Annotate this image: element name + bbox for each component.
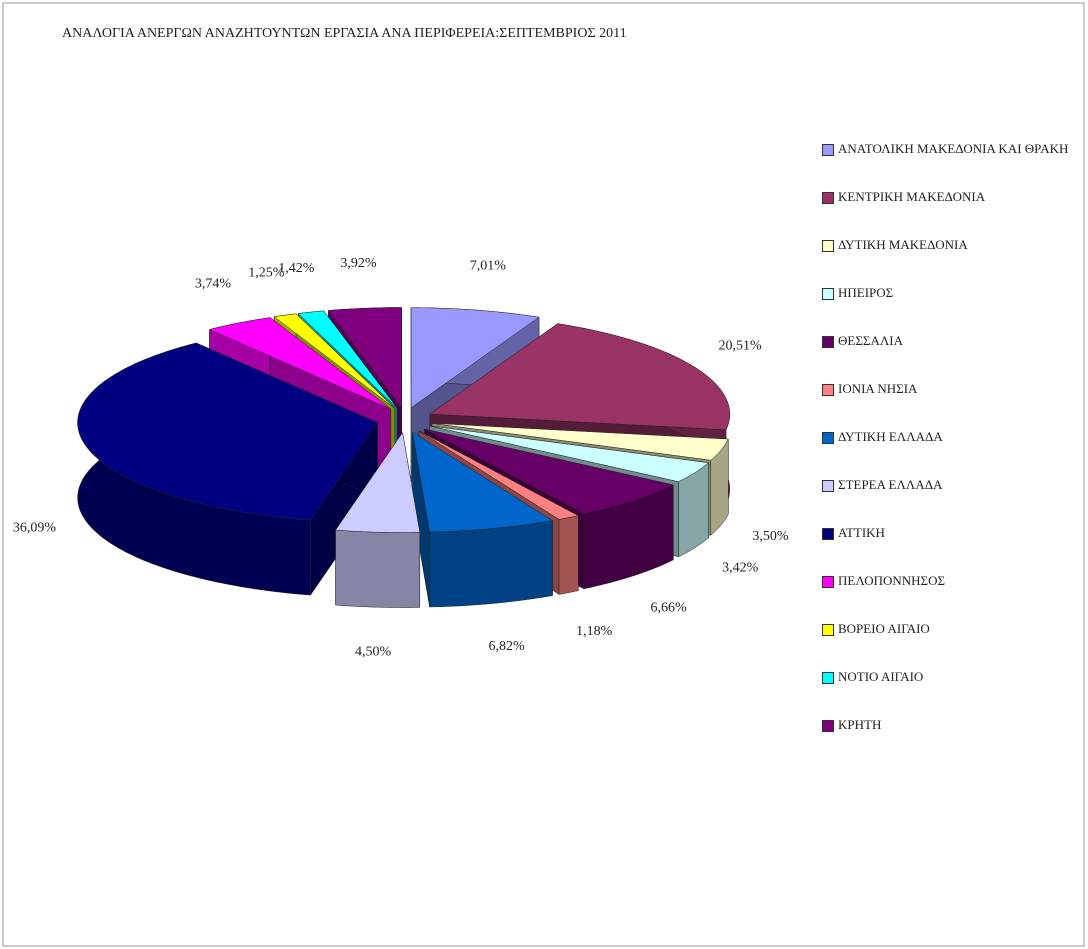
legend-swatch (822, 528, 834, 540)
legend-label: ΗΠΕΙΡΟΣ (838, 285, 894, 300)
legend-item: ΚΡΗΤΗ (822, 716, 1077, 764)
legend-swatch (822, 336, 834, 348)
legend-item: ΣΤΕΡΕΑ ΕΛΛΑΔΑ (822, 476, 1077, 524)
legend-item: ΙΟΝΙΑ ΝΗΣΙΑ (822, 380, 1077, 428)
data-label: 1,42% (278, 261, 315, 276)
slice-wall (558, 515, 579, 595)
data-label: 6,66% (650, 600, 687, 615)
slice (273, 313, 395, 409)
legend-label: ΑΝΑΤΟΛΙΚΗ ΜΑΚΕΔΟΝΙΑ ΚΑΙ ΘΡΑΚΗ (838, 141, 1069, 156)
data-label: 3,42% (722, 561, 759, 576)
slice (429, 425, 710, 482)
slice (429, 323, 730, 431)
legend-swatch (822, 576, 834, 588)
legend-label: ΣΤΕΡΕΑ ΕΛΛΑΔΑ (838, 477, 943, 492)
data-label: 7,01% (470, 258, 507, 273)
legend-item: ΚΕΝΤΡΙΚΗ ΜΑΚΕΔΟΝΙΑ (822, 188, 1077, 236)
legend-swatch (822, 672, 834, 684)
data-label: 6,82% (489, 639, 526, 654)
legend-swatch (822, 384, 834, 396)
data-label: 36,09% (13, 520, 57, 535)
legend-item: ΔΥΤΙΚΗ ΕΛΛΑΔΑ (822, 428, 1077, 476)
slice-wall (429, 520, 553, 608)
legend-label: ΑΤΤΙΚΗ (838, 525, 885, 540)
legend-label: ΝΟΤΙΟ ΑΙΓΑΙΟ (838, 669, 924, 684)
legend-item: ΑΝΑΤΟΛΙΚΗ ΜΑΚΕΔΟΝΙΑ ΚΑΙ ΘΡΑΚΗ (822, 140, 1077, 188)
legend-swatch (822, 720, 834, 732)
data-label: 20,51% (718, 339, 762, 354)
legend-label: ΙΟΝΙΑ ΝΗΣΙΑ (838, 381, 918, 396)
slice (431, 423, 729, 461)
slice (424, 428, 675, 515)
data-label: 3,92% (340, 256, 377, 271)
legend-item: ΔΥΤΙΚΗ ΜΑΚΕΔΟΝΙΑ (822, 236, 1077, 284)
slice (297, 310, 398, 409)
slice-wall (335, 529, 421, 608)
data-label: 1,25% (248, 266, 285, 281)
legend-label: ΒΟΡΕΙΟ ΑΙΓΑΙΟ (838, 621, 930, 636)
legend-swatch (822, 240, 834, 252)
legend-swatch (822, 144, 834, 156)
legend-label: ΚΕΝΤΡΙΚΗ ΜΑΚΕΔΟΝΙΑ (838, 189, 986, 204)
slice (208, 317, 391, 410)
data-label: 3,50% (752, 529, 789, 544)
data-label: 3,74% (195, 276, 232, 291)
chart-title: ΑΝΑΛΟΓΙΑ ΑΝΕΡΓΩΝ ΑΝΑΖΗΤΟΥΝΤΩΝ ΕΡΓΑΣΙΑ ΑΝ… (62, 26, 627, 41)
legend: ΑΝΑΤΟΛΙΚΗ ΜΑΚΕΔΟΝΙΑ ΚΑΙ ΘΡΑΚΗ ΚΕΝΤΡΙΚΗ ΜΑ… (822, 140, 1077, 764)
legend-label: ΘΕΣΣΑΛΙΑ (838, 333, 903, 348)
legend-swatch (822, 480, 834, 492)
slice (418, 430, 580, 520)
legend-swatch (822, 432, 834, 444)
slice (327, 307, 402, 409)
legend-label: ΚΡΗΤΗ (838, 717, 882, 732)
legend-item: ΑΤΤΙΚΗ (822, 524, 1077, 572)
slice (410, 307, 540, 409)
legend-label: ΔΥΤΙΚΗ ΜΑΚΕΔΟΝΙΑ (838, 237, 968, 252)
data-label: 1,18% (576, 624, 613, 639)
legend-item: ΒΟΡΕΙΟ ΑΙΓΑΙΟ (822, 620, 1077, 668)
legend-label: ΔΥΤΙΚΗ ΕΛΛΑΔΑ (838, 429, 943, 444)
data-label: 4,50% (355, 644, 392, 659)
legend-swatch (822, 288, 834, 300)
legend-swatch (822, 192, 834, 204)
slice (335, 431, 421, 533)
legend-item: ΝΟΤΙΟ ΑΙΓΑΙΟ (822, 668, 1077, 716)
legend-label: ΠΕΛΟΠΟΝΝΗΣΟΣ (838, 573, 946, 588)
legend-item: ΠΕΛΟΠΟΝΝΗΣΟΣ (822, 572, 1077, 620)
slice (77, 342, 378, 521)
legend-item: ΘΕΣΣΑΛΙΑ (822, 332, 1077, 380)
slice (412, 431, 554, 533)
legend-item: ΗΠΕΙΡΟΣ (822, 284, 1077, 332)
legend-swatch (822, 624, 834, 636)
